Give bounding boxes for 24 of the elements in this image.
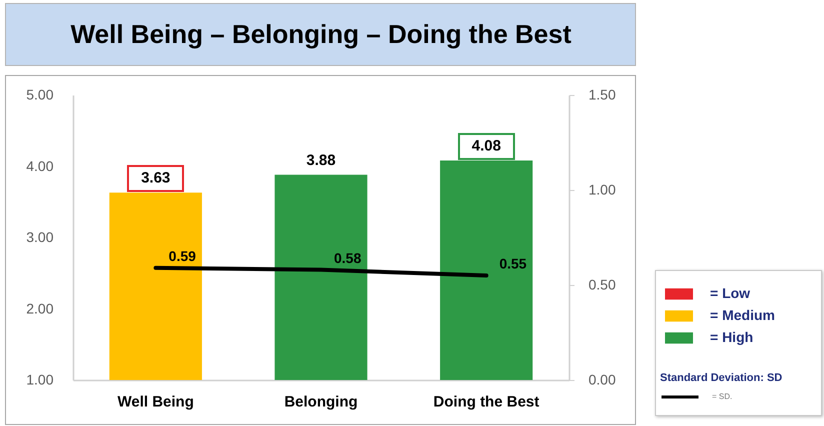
- chart-title: Well Being – Belonging – Doing the Best: [70, 19, 572, 49]
- y-tick-label: 4.00: [26, 158, 54, 174]
- y-tick-label: 5.00: [26, 86, 54, 102]
- data-label: 0.58: [334, 250, 362, 266]
- y2-tick-label: 1.50: [588, 86, 616, 102]
- data-label: 0.55: [499, 256, 527, 272]
- y2-tick-label: 1.00: [588, 182, 616, 198]
- x-tick-label: Belonging: [284, 394, 358, 410]
- legend-label: = SD.: [712, 392, 732, 401]
- data-label: 0.59: [168, 248, 196, 264]
- legend-label: = Medium: [710, 307, 775, 323]
- legend-label: = High: [710, 329, 754, 345]
- data-label: 3.88: [306, 152, 336, 169]
- legend-label: = Low: [710, 285, 750, 301]
- x-tick-label: Doing the Best: [433, 394, 540, 410]
- y-tick-label: 2.00: [26, 300, 54, 316]
- y-tick-label: 3.00: [26, 229, 54, 245]
- data-label: 3.63: [141, 170, 170, 187]
- y2-tick-label: 0.50: [588, 276, 616, 292]
- legend-title: Standard Deviation: SD: [660, 372, 782, 384]
- x-tick-label: Well Being: [117, 394, 194, 410]
- y-tick-label: 1.00: [26, 372, 54, 388]
- data-label: 4.08: [472, 138, 501, 155]
- y2-tick-label: 0.00: [588, 372, 616, 388]
